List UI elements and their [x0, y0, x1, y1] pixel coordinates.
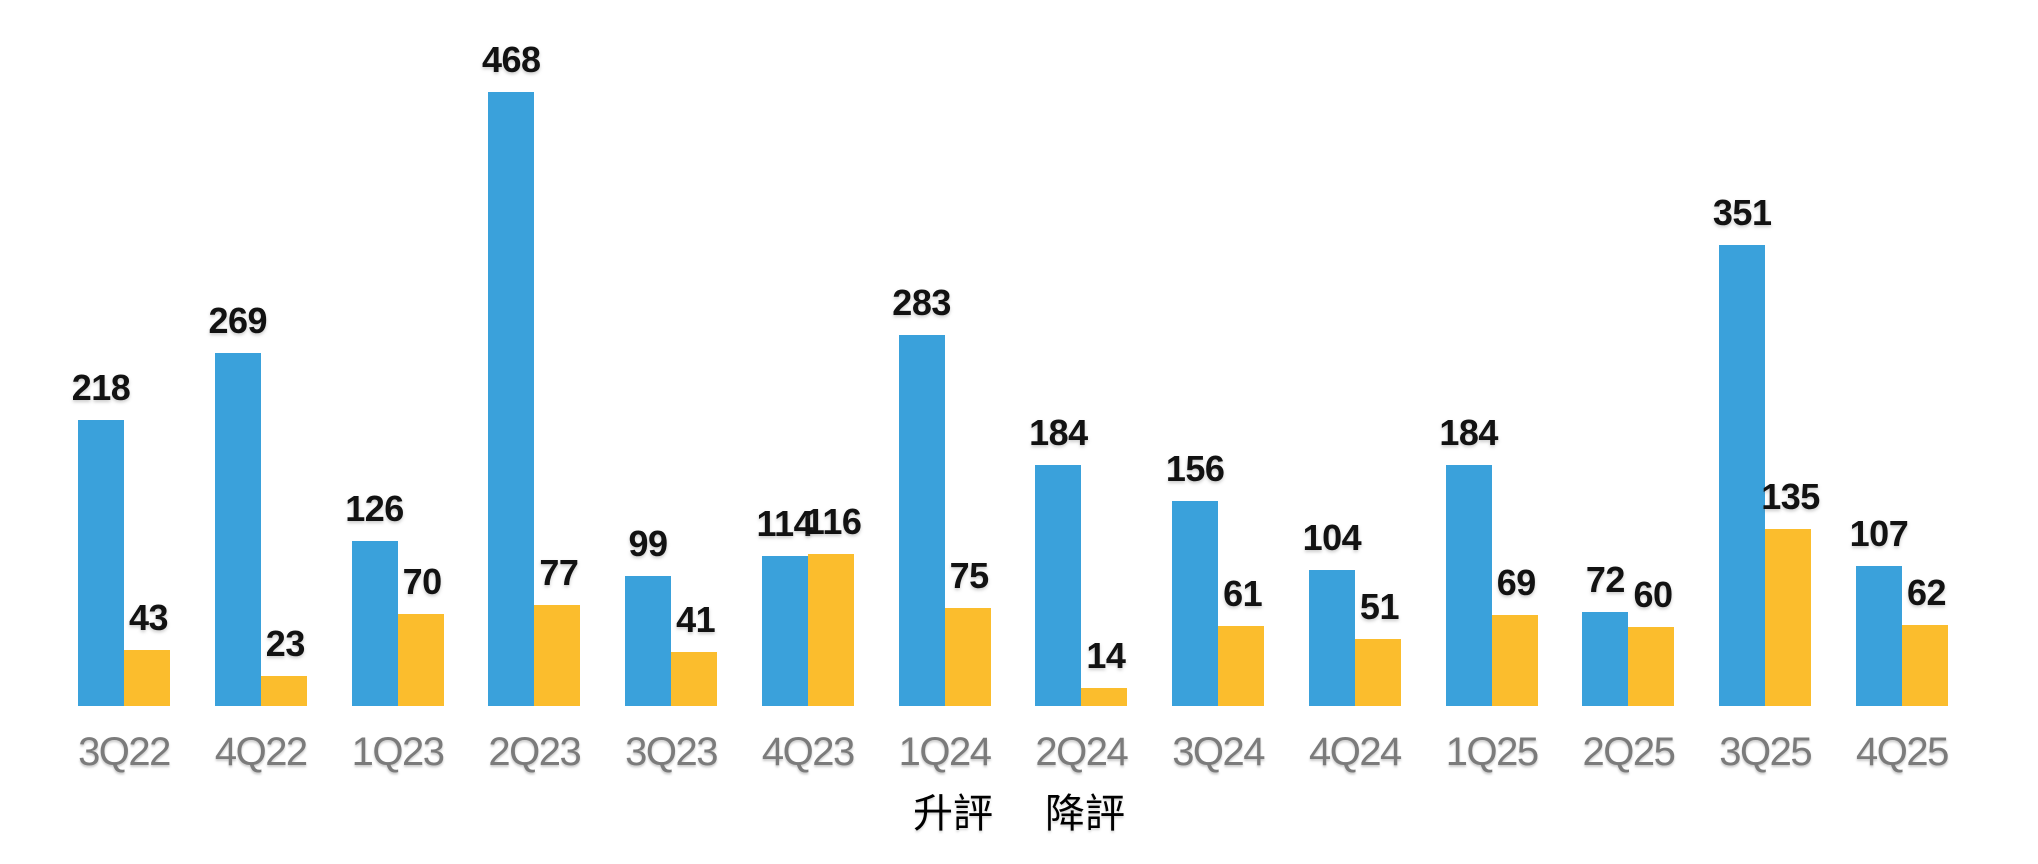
x-axis-label: 1Q23 — [351, 730, 445, 774]
bar-upgrade: 468 — [482, 42, 541, 706]
value-label: 114 — [756, 503, 814, 544]
value-label: 283 — [892, 282, 951, 323]
bar-upgrade: 156 — [1166, 451, 1225, 706]
bar-upgrade: 351 — [1713, 195, 1772, 706]
value-label: 62 — [1906, 572, 1947, 613]
legend-item-downgrade: 降評 — [1045, 792, 1125, 836]
bar-group: 218 43 — [72, 92, 170, 706]
bar-upgrade: 126 — [345, 491, 404, 706]
bar-upgrade: 114 — [757, 506, 814, 706]
value-label: 75 — [949, 555, 990, 596]
value-label: 184 — [1439, 412, 1498, 453]
value-label: 43 — [129, 597, 169, 638]
value-label: 156 — [1165, 448, 1225, 489]
x-axis-label: 2Q24 — [1035, 730, 1128, 774]
value-label: 61 — [1223, 573, 1263, 614]
value-label: 77 — [539, 552, 579, 593]
value-label: 184 — [1029, 412, 1088, 453]
bar-group: 184 14 — [1029, 92, 1128, 706]
bar-downgrade: 77 — [534, 555, 581, 706]
bar-downgrade: 61 — [1218, 576, 1265, 706]
bar-group: 156 61 — [1166, 92, 1265, 706]
value-label: 69 — [1496, 562, 1537, 603]
value-label: 218 — [71, 367, 131, 408]
bar-downgrade: 116 — [805, 504, 862, 706]
value-label: 135 — [1761, 476, 1820, 517]
bar-upgrade: 99 — [625, 526, 672, 706]
chart-legend: 升評 降評 — [0, 792, 2038, 836]
x-axis-label: 1Q24 — [898, 730, 992, 774]
bar-downgrade: 69 — [1491, 565, 1538, 706]
bar-group: 283 75 — [892, 92, 991, 706]
bar-upgrade: 283 — [892, 285, 951, 706]
value-label: 70 — [402, 561, 443, 602]
bar-downgrade: 62 — [1901, 575, 1948, 706]
value-label: 269 — [208, 300, 268, 341]
bar-upgrade: 72 — [1582, 562, 1629, 706]
value-label: 468 — [482, 39, 541, 80]
bar-upgrade: 104 — [1303, 520, 1362, 706]
x-axis: 3Q22 4Q22 1Q23 2Q23 3Q23 4Q23 1Q24 2Q24 3Q24 4Q24… — [78, 730, 1949, 774]
bar-upgrade: 184 — [1439, 415, 1498, 706]
bar-downgrade: 23 — [260, 626, 307, 706]
value-label: 116 — [804, 501, 862, 542]
x-axis-label: 4Q23 — [761, 730, 855, 774]
x-axis-label: 2Q25 — [1582, 730, 1675, 774]
value-label: 104 — [1302, 517, 1362, 558]
bar-group: 104 51 — [1303, 92, 1401, 706]
value-label: 51 — [1359, 586, 1400, 627]
x-axis-label: 3Q23 — [625, 730, 718, 774]
value-label: 41 — [676, 599, 716, 640]
bar-downgrade: 75 — [944, 558, 991, 706]
bar-group: 114 116 — [757, 92, 862, 706]
bar-group: 269 23 — [208, 92, 307, 706]
bar-upgrade: 184 — [1029, 415, 1088, 706]
x-axis-label: 3Q24 — [1172, 730, 1265, 774]
bar-upgrade: 218 — [72, 370, 131, 706]
value-label: 23 — [265, 623, 306, 664]
bar-group: 184 69 — [1439, 92, 1538, 706]
bar-downgrade: 14 — [1081, 638, 1128, 706]
bar-group: 351 135 — [1713, 92, 1820, 706]
bar-group: 99 41 — [625, 92, 718, 706]
legend-item-upgrade: 升評 — [913, 792, 993, 836]
x-axis-label: 2Q23 — [488, 730, 581, 774]
value-label: 99 — [628, 523, 669, 564]
x-axis-label: 3Q22 — [78, 730, 171, 774]
value-label: 351 — [1712, 192, 1772, 233]
bar-group: 107 62 — [1850, 92, 1948, 706]
bar-upgrade: 269 — [208, 303, 268, 706]
bar-downgrade: 43 — [124, 600, 170, 706]
x-axis-label: 4Q25 — [1856, 730, 1949, 774]
x-axis-label: 4Q22 — [214, 730, 308, 774]
bar-downgrade: 60 — [1628, 577, 1675, 706]
bar-downgrade: 51 — [1354, 589, 1401, 706]
bar-upgrade: 107 — [1850, 516, 1909, 706]
bar-group: 468 77 — [482, 42, 581, 706]
x-axis-label: 1Q25 — [1445, 730, 1539, 774]
value-label: 14 — [1086, 635, 1126, 676]
value-label: 107 — [1849, 513, 1909, 554]
value-label: 126 — [345, 488, 404, 529]
value-label: 60 — [1633, 574, 1673, 615]
value-label: 72 — [1585, 559, 1626, 600]
bar-group: 72 60 — [1582, 92, 1675, 706]
bar-downgrade: 135 — [1761, 479, 1820, 706]
bar-downgrade: 41 — [671, 602, 718, 706]
bar-group: 126 70 — [345, 92, 444, 706]
x-axis-label: 3Q25 — [1719, 730, 1812, 774]
x-axis-label: 4Q24 — [1308, 730, 1402, 774]
plot-area: 218 43 269 23 126 70 468 77 99 41 114 116 283 75 184 14… — [72, 42, 1948, 706]
bar-downgrade: 70 — [397, 564, 444, 706]
